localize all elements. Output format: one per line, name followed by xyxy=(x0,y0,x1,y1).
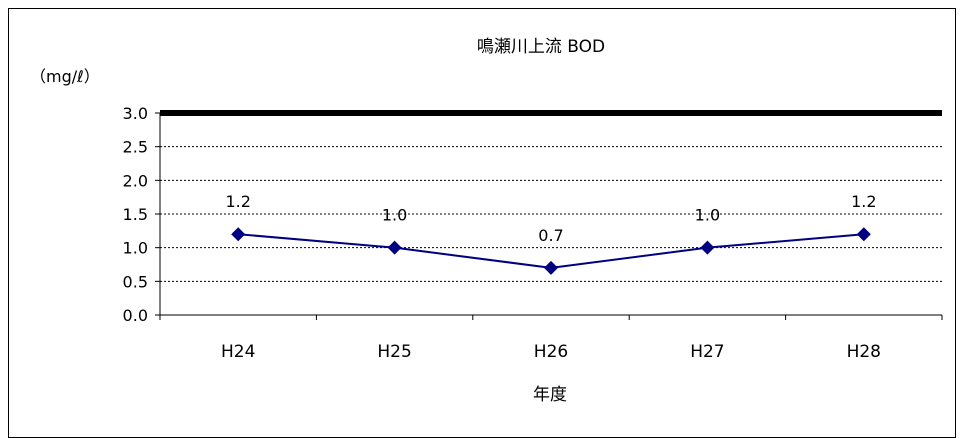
data-point-marker xyxy=(387,240,402,255)
data-point-marker xyxy=(856,227,871,242)
y-tick-label: 1.5 xyxy=(123,205,148,224)
x-tick-label: H25 xyxy=(377,342,411,362)
data-label: 1.0 xyxy=(382,206,407,225)
series-line xyxy=(231,227,871,275)
x-tick-label: H27 xyxy=(690,342,724,362)
y-tick-labels: 0.0 0.5 1.0 1.5 2.0 2.5 3.0 xyxy=(123,104,148,325)
y-tick-label: 0.0 xyxy=(123,306,148,325)
data-label: 1.0 xyxy=(695,206,720,225)
y-axis-unit-label: （mg/ℓ） xyxy=(30,67,100,86)
x-tick-label: H26 xyxy=(534,342,568,362)
x-axis-title: 年度 xyxy=(533,385,567,405)
y-tick-label: 0.5 xyxy=(123,272,148,291)
x-tick-label: H24 xyxy=(221,342,255,362)
axes xyxy=(155,110,943,320)
y-tick-label: 1.0 xyxy=(123,239,148,258)
y-tick-label: 2.5 xyxy=(123,138,148,157)
x-tick-label: H28 xyxy=(847,342,881,362)
data-label: 1.2 xyxy=(225,192,250,211)
x-tick-labels: H24 H25 H26 H27 H28 xyxy=(221,342,881,362)
y-tick-label: 3.0 xyxy=(123,104,148,123)
data-point-marker xyxy=(700,240,715,255)
y-tick-label: 2.0 xyxy=(123,171,148,190)
data-label: 0.7 xyxy=(538,226,563,245)
data-label: 1.2 xyxy=(851,192,876,211)
data-labels: 1.2 1.0 0.7 1.0 1.2 xyxy=(225,192,876,245)
data-point-marker xyxy=(231,227,246,242)
data-point-marker xyxy=(544,260,558,275)
chart-title: 鳴瀬川上流 BOD xyxy=(477,37,605,57)
